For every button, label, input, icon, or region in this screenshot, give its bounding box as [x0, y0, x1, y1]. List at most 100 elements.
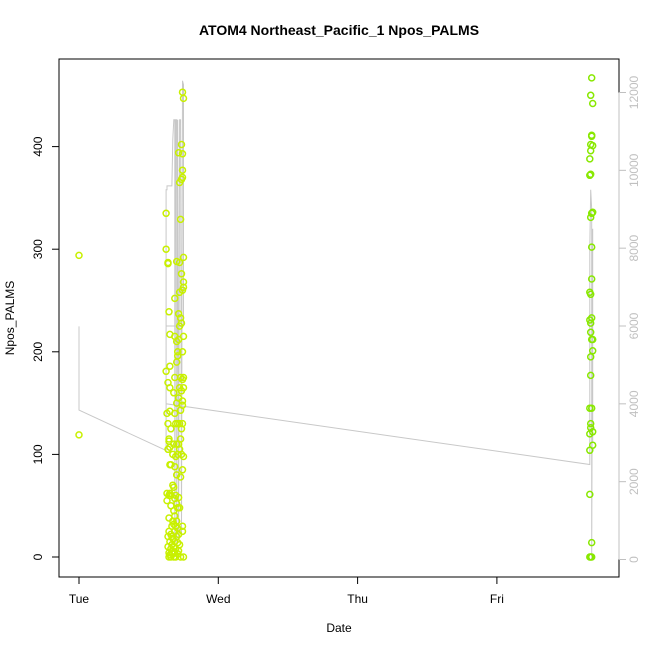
y2-tick-label: 0 [627, 556, 641, 563]
data-point [586, 91, 595, 100]
data-point [586, 371, 595, 380]
data-point [162, 209, 170, 218]
y2-tick-label: 4000 [627, 390, 641, 417]
data-point [178, 527, 187, 536]
data-point [179, 383, 188, 392]
y-axis-label: Npos_PALMS [3, 281, 17, 355]
data-point [176, 435, 185, 443]
data-point [177, 450, 186, 459]
data-point [586, 290, 595, 299]
data-point [162, 367, 170, 376]
y-tick-label: 300 [31, 239, 45, 259]
y-axis-right: 0 2000 4000 6000 8000 10000 12000 [618, 75, 641, 563]
data-point [179, 452, 188, 461]
y-axis-left: 0 100 200 300 400 [31, 136, 60, 560]
data-point [178, 150, 187, 158]
data-point [163, 489, 171, 498]
y2-tick-label: 8000 [627, 234, 641, 261]
point-series [75, 74, 597, 561]
y-tick-label: 0 [31, 553, 45, 560]
x-axis-label: Date [326, 621, 352, 635]
data-point [174, 149, 183, 157]
data-point [177, 140, 186, 149]
data-point [179, 253, 188, 262]
data-point [178, 401, 187, 409]
data-point [170, 483, 178, 491]
data-point [588, 441, 597, 449]
data-point [171, 522, 180, 530]
chart-title: ATOM4 Northeast_Pacific_1 Npos_PALMS [199, 22, 479, 38]
data-point [178, 173, 187, 182]
data-point [173, 348, 182, 356]
y-tick-label: 200 [31, 341, 45, 361]
data-point [586, 170, 595, 179]
data-point [179, 553, 188, 561]
data-point [586, 328, 595, 337]
y2-tick-label: 6000 [627, 312, 641, 339]
data-point [588, 428, 597, 436]
data-point [178, 348, 187, 356]
data-point [588, 347, 597, 355]
data-point [167, 425, 175, 433]
data-point [587, 132, 596, 141]
data-point [179, 332, 188, 341]
data-point [178, 397, 187, 405]
data-point [172, 337, 181, 346]
y2-tick-label: 10000 [627, 153, 641, 187]
data-point [588, 141, 597, 150]
data-point [587, 275, 596, 283]
data-point [172, 517, 181, 525]
data-point [178, 419, 187, 428]
data-point [177, 270, 186, 278]
data-point [172, 471, 181, 479]
data-point [178, 166, 187, 174]
data-point [586, 423, 595, 432]
data-point [587, 243, 596, 251]
data-point [175, 540, 184, 549]
data-point [165, 308, 173, 316]
data-point [588, 208, 597, 217]
data-point [75, 431, 83, 439]
data-point [586, 171, 594, 180]
data-point [587, 74, 596, 82]
data-point [178, 466, 187, 474]
x-axis: Tue Wed Thu Fri [69, 576, 504, 606]
data-point [176, 373, 185, 382]
data-point [587, 314, 596, 322]
data-point [176, 553, 185, 561]
data-point [586, 419, 595, 428]
data-point [175, 504, 184, 512]
data-point [166, 383, 174, 392]
data-point [177, 319, 186, 327]
data-point [588, 335, 597, 344]
data-point [587, 538, 596, 547]
x-tick-label: Wed [206, 592, 230, 606]
data-point [179, 278, 188, 286]
data-point [587, 404, 596, 412]
data-point [586, 490, 594, 499]
data-point [178, 522, 187, 530]
data-point [167, 460, 175, 469]
data-point [171, 294, 179, 303]
y2-tick-label: 2000 [627, 468, 641, 495]
data-point [176, 215, 185, 224]
data-point [171, 409, 179, 418]
data-point [587, 209, 596, 218]
data-point [164, 259, 172, 268]
data-point [170, 440, 178, 448]
data-point [174, 493, 183, 502]
data-point [75, 251, 83, 260]
data-point [176, 473, 185, 481]
data-point [171, 462, 179, 471]
data-point [587, 553, 596, 561]
data-point [179, 94, 188, 103]
data-point [173, 352, 182, 360]
y2-tick-label: 12000 [627, 75, 641, 109]
x-tick-label: Thu [347, 592, 368, 606]
data-point [174, 310, 183, 318]
data-point [588, 99, 597, 108]
y-tick-label: 400 [31, 136, 45, 156]
y-tick-label: 100 [31, 444, 45, 464]
